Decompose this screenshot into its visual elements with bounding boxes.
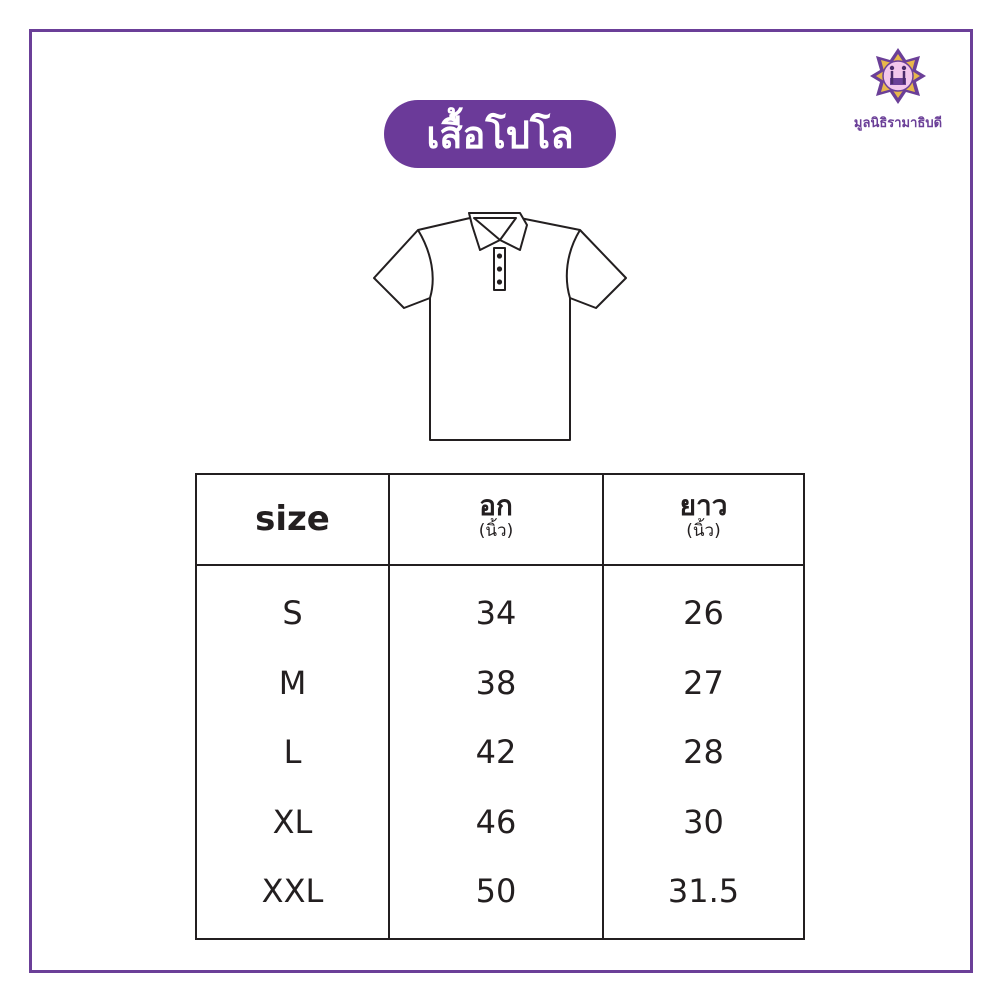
- header-chest: อก (นิ้ว): [390, 489, 602, 542]
- column-divider: [388, 475, 390, 938]
- cell-chest: 34: [475, 594, 517, 632]
- cell-size: M: [278, 663, 307, 702]
- foundation-emblem-icon: [870, 48, 926, 104]
- header-length: ยาว (นิ้ว): [604, 489, 803, 542]
- header-size: size: [255, 499, 330, 539]
- cell-chest: 50: [475, 872, 517, 910]
- header-length-label: ยาว: [679, 489, 728, 522]
- cell-length: 28: [683, 733, 724, 771]
- size-chart-table: size อก (นิ้ว) ยาว (นิ้ว) S 34 26 M 38 27 L 42 2…: [195, 473, 805, 940]
- brand-logo: มูลนิธิรามาธิบดี: [848, 46, 948, 133]
- cell-size: XL: [272, 802, 313, 841]
- header-chest-label: อก: [479, 489, 513, 522]
- polo-shirt-illustration: [373, 212, 627, 441]
- column-divider: [602, 475, 604, 938]
- cell-chest: 38: [475, 663, 517, 702]
- cell-length: 26: [683, 594, 724, 632]
- header-length-unit: (นิ้ว): [686, 521, 721, 541]
- cell-length: 27: [683, 663, 724, 702]
- page-frame: [29, 29, 973, 973]
- cell-chest: 46: [475, 802, 517, 841]
- cell-length: 31.5: [667, 872, 740, 910]
- page-title: เสื้อโปโล: [384, 100, 616, 168]
- cell-size: S: [282, 594, 303, 632]
- header-chest-unit: (นิ้ว): [478, 521, 514, 541]
- cell-length: 30: [683, 802, 724, 841]
- cell-size: L: [283, 733, 302, 771]
- header-divider: [197, 564, 803, 566]
- cell-size: XXL: [261, 872, 324, 910]
- cell-chest: 42: [475, 733, 517, 771]
- brand-name: มูลนิธิรามาธิบดี: [853, 116, 943, 131]
